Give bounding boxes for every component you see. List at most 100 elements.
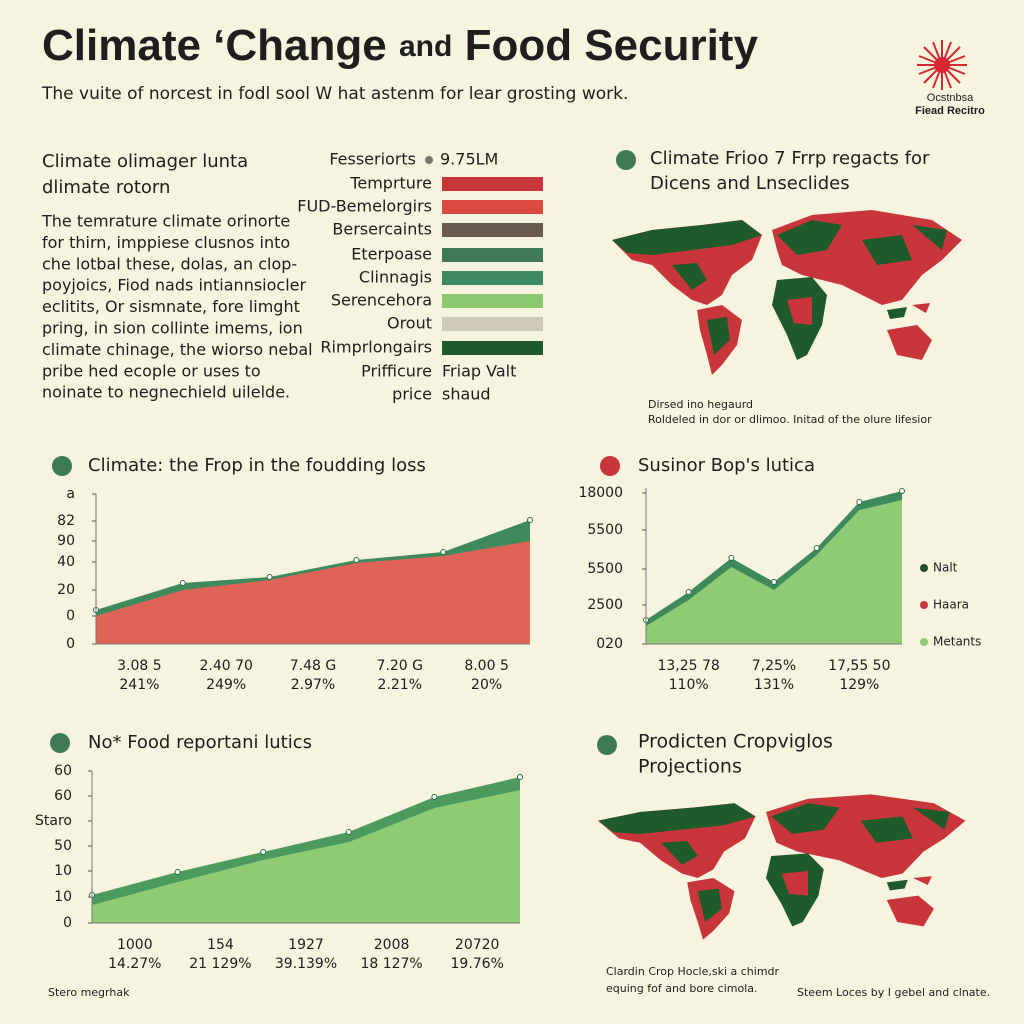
- point: [899, 488, 905, 494]
- point: [353, 557, 360, 563]
- x-tick-label: 249%: [206, 677, 246, 693]
- paragraph-line: pring, in sion collinte imems, ion: [42, 319, 303, 338]
- x-tick-label: 2.40 70: [199, 658, 252, 674]
- paragraph-line: pribe hed ecople or uses to: [42, 361, 261, 380]
- paragraph-line: che lotbal these, dolas, an clop-: [42, 254, 297, 273]
- legend-header: 9.75LM: [440, 150, 498, 169]
- y-tick-label: Staro: [35, 813, 72, 829]
- y-tick-label: 0: [63, 915, 72, 931]
- legend-note: price: [392, 385, 432, 404]
- title-dot: [50, 733, 70, 753]
- x-tick-label: 21 129%: [189, 956, 251, 972]
- y-tick-label: 5500: [587, 522, 623, 538]
- point: [685, 589, 692, 595]
- map-heading: Dicens and Lnseclides: [650, 173, 850, 194]
- point: [266, 574, 273, 580]
- x-tick-label: 2008: [374, 937, 410, 953]
- map-dot: [597, 735, 617, 755]
- y-tick-label: 2500: [587, 597, 623, 613]
- legend-note: Friap Valt: [442, 362, 516, 381]
- intro-heading: dlimate rotorn: [42, 177, 170, 198]
- point: [260, 849, 267, 855]
- footnote: Stero megrhak: [48, 986, 130, 999]
- legend-label: Haara: [933, 598, 969, 612]
- legend-dot: [920, 638, 928, 646]
- map-caption: Roldeled in dor or dlimoo. Initad of the…: [648, 413, 932, 426]
- map-heading: Projections: [638, 756, 742, 778]
- y-tick-label: 20: [57, 582, 75, 598]
- title-part: Climate ‘Change: [42, 21, 387, 70]
- y-tick-label: 020: [596, 636, 623, 652]
- y-tick-label: 0: [66, 636, 75, 652]
- point: [728, 555, 735, 561]
- x-tick-label: 131%: [754, 677, 794, 693]
- chart-title: Susinor Bop's lutica: [638, 455, 815, 476]
- map-heading: Climate Frioo 7 Frrp regacts for: [650, 148, 930, 169]
- point: [440, 549, 447, 555]
- legend-swatch: [442, 317, 543, 331]
- y-tick-label: 60: [54, 763, 72, 779]
- map-caption: Clardin Crop Hocle,ski a chimdr: [606, 965, 780, 978]
- logo-text: Fiead Recitro: [915, 105, 985, 117]
- point: [813, 545, 820, 551]
- map-heading: Prodicten Cropviglos: [638, 731, 833, 753]
- intro-heading: Climate olimager lunta: [42, 151, 248, 172]
- legend-label: Orout: [387, 314, 432, 333]
- area: [646, 500, 902, 644]
- logo-text: Ocstnbsa: [927, 92, 974, 104]
- x-tick-label: 18 127%: [360, 956, 422, 972]
- x-tick-label: 39.139%: [275, 956, 337, 972]
- legend-label: Rimprlongairs: [320, 338, 432, 357]
- legend-label: Eterpoase: [351, 245, 432, 264]
- legend-swatch: [442, 294, 543, 308]
- legend-swatch: [442, 271, 543, 285]
- logo-burst: [917, 40, 967, 90]
- y-tick-label: 90: [57, 533, 75, 549]
- point: [856, 499, 863, 505]
- chart-title: No* Food reportani lutics: [88, 732, 312, 753]
- x-tick-label: 20%: [471, 677, 502, 693]
- point: [527, 517, 533, 523]
- x-tick-label: 129%: [839, 677, 879, 693]
- title: Climate ‘Change and Food Security: [42, 21, 758, 70]
- x-tick-label: 1000: [117, 937, 153, 953]
- y-tick-label: a: [66, 486, 75, 502]
- legend-label: Serencehora: [331, 291, 432, 310]
- intro-paragraph: The temrature climate orinorte for thirn,…: [41, 212, 313, 402]
- paragraph-line: climate chinage, the wiorso nebal: [42, 340, 313, 359]
- y-tick-label: 60: [54, 788, 72, 804]
- y-tick-label: 0: [66, 608, 75, 624]
- map-caption: Dirsed ino hegaurd: [648, 398, 753, 411]
- legend-note: Prifficure: [361, 362, 432, 381]
- legend-label: Nalt: [933, 561, 958, 575]
- point: [431, 794, 438, 800]
- title-part: Food Security: [465, 21, 759, 70]
- x-tick-label: 110%: [669, 677, 709, 693]
- y-tick-label: 18000: [578, 485, 623, 501]
- paragraph-line: eclitits, Or sismnate, fore limght: [42, 297, 300, 316]
- legend-dot: [920, 564, 928, 572]
- point: [174, 869, 181, 875]
- area: [96, 541, 530, 644]
- map-caption: equing fof and bore cimola.: [606, 982, 758, 995]
- point: [179, 580, 186, 586]
- y-tick-label: 10: [54, 863, 72, 879]
- legend-label: Metants: [933, 635, 981, 649]
- legend-label: Bersercaints: [332, 220, 432, 239]
- legend-label: Clinnagis: [359, 268, 432, 287]
- x-tick-label: 19.76%: [451, 956, 504, 972]
- point: [345, 829, 352, 835]
- x-tick-label: 7.48 G: [290, 658, 336, 674]
- legend-swatch: [442, 248, 543, 262]
- legend-dot: [920, 601, 928, 609]
- x-tick-label: 241%: [119, 677, 159, 693]
- x-tick-label: 14.27%: [108, 956, 161, 972]
- x-tick-label: 7.20 G: [377, 658, 423, 674]
- title-dot: [52, 456, 72, 476]
- paragraph-line: for thirn, imppiese clusnos into: [42, 233, 290, 252]
- x-tick-label: 154: [207, 937, 234, 953]
- legend-label: Temprture: [349, 174, 432, 193]
- legend-label: FUD-Bemelorgirs: [297, 197, 432, 216]
- x-tick-label: 2.97%: [291, 677, 335, 693]
- legend-list: Fesseriorts 9.75LM Temprture FUD-Bemelorgir…: [297, 150, 543, 404]
